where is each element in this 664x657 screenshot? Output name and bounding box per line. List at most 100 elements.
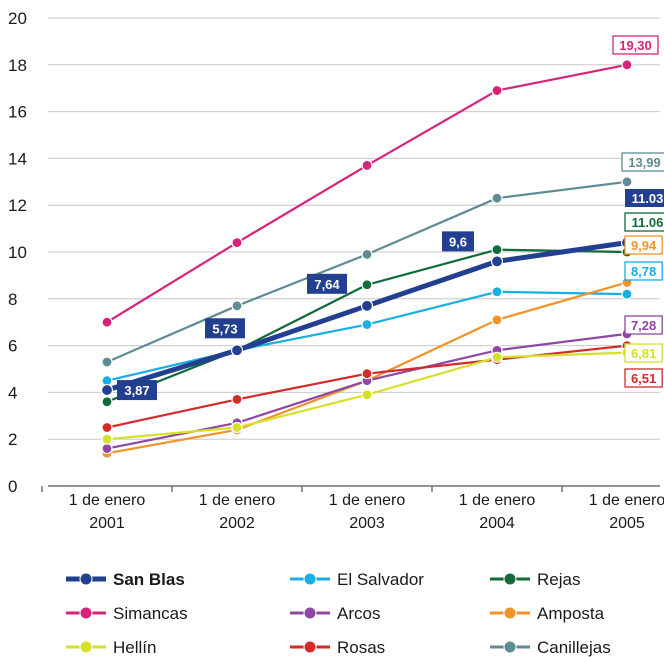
legend-swatch-marker xyxy=(503,572,517,586)
legend-label: Arcos xyxy=(337,604,380,623)
point-label-text: 7,64 xyxy=(314,277,340,292)
x-tick-label: 2002 xyxy=(219,515,255,532)
data-point xyxy=(491,286,503,298)
end-label-text: 6,51 xyxy=(631,371,656,386)
point-label-text: 3,87 xyxy=(124,383,149,398)
y-tick-label: 8 xyxy=(8,290,17,309)
data-point xyxy=(231,237,243,249)
end-label-text: 13,99 xyxy=(628,155,661,170)
point-label-text: 5,73 xyxy=(212,321,237,336)
point-label: 9,6 xyxy=(442,231,474,252)
legend-swatch-marker xyxy=(79,572,93,586)
data-point xyxy=(101,433,113,445)
x-tick-label: 1 de enero xyxy=(199,492,276,509)
data-point xyxy=(361,248,373,260)
data-point xyxy=(361,368,373,380)
y-tick-label: 6 xyxy=(8,337,17,356)
legend-label: Rejas xyxy=(537,570,580,589)
end-label-el-salvador: 8,78 xyxy=(624,261,663,281)
x-tick-label: 1 de enero xyxy=(329,492,406,509)
y-tick-label: 12 xyxy=(8,196,27,215)
end-label-rosas: 6,51 xyxy=(624,368,663,388)
y-tick-label: 0 xyxy=(8,477,17,496)
series-hellin xyxy=(101,347,633,445)
legend-item-simancas: Simancas xyxy=(66,604,188,623)
legend-item-san-blas: San Blas xyxy=(66,570,185,589)
data-labels-layer: 19,30 13,99 11.06 8,78 9,94 7,28 6,51 6,81 11.03… xyxy=(117,35,664,401)
y-tick-label: 14 xyxy=(8,149,27,168)
series-line-rosas xyxy=(106,344,628,429)
series-san-blas xyxy=(100,236,634,397)
data-point xyxy=(101,421,113,434)
end-label-hellin: 6,81 xyxy=(624,343,663,363)
legend-swatch-marker xyxy=(303,640,317,654)
end-label-canillejas: 13,99 xyxy=(621,152,664,172)
end-label-text: 8,78 xyxy=(631,264,656,279)
point-label-box xyxy=(205,318,245,339)
end-label-box xyxy=(624,212,664,232)
data-point xyxy=(621,288,633,300)
y-tick-label: 16 xyxy=(8,103,27,122)
legend-swatch-marker xyxy=(303,606,317,620)
end-label-text: 7,28 xyxy=(631,318,656,333)
end-label-text: 11.03 xyxy=(632,191,664,206)
y-tick-label: 10 xyxy=(8,243,27,262)
x-tick-label: 2001 xyxy=(89,515,125,532)
legend-label: Rosas xyxy=(337,638,385,657)
end-label-box xyxy=(624,368,663,388)
series-canillejas xyxy=(101,176,633,368)
end-label-rejas: 11.06 xyxy=(624,212,664,232)
point-label: 7,64 xyxy=(307,273,347,294)
end-label-box xyxy=(624,235,663,255)
x-tick-label: 1 de enero xyxy=(69,492,146,509)
data-point xyxy=(230,344,244,357)
data-point xyxy=(361,389,373,401)
data-point xyxy=(101,316,113,328)
end-label-box xyxy=(624,315,663,335)
x-tick-label: 1 de enero xyxy=(459,492,536,509)
legend-label: Amposta xyxy=(537,604,605,623)
x-axis: 1 de enero 2001 1 de enero 2002 1 de enero 20… xyxy=(41,485,664,532)
point-label-box xyxy=(117,380,157,401)
end-label-box xyxy=(624,343,663,363)
data-point xyxy=(491,351,503,363)
legend-item-rejas: Rejas xyxy=(490,570,580,589)
y-axis: 0 2 4 6 8 10 12 14 16 18 20 xyxy=(8,9,27,496)
legend-item-rosas: Rosas xyxy=(290,638,385,657)
data-point xyxy=(231,421,243,434)
legend-swatch-marker xyxy=(303,572,317,586)
legend-swatch-marker xyxy=(79,606,93,620)
point-label: 5,73 xyxy=(205,318,245,339)
y-tick-label: 2 xyxy=(8,430,17,449)
series-line-canillejas xyxy=(106,180,628,363)
data-point xyxy=(101,396,113,408)
x-tick-label: 2004 xyxy=(479,515,515,532)
end-label-arcos: 7,28 xyxy=(624,315,663,335)
legend-label: Canillejas xyxy=(537,638,611,657)
data-point xyxy=(100,383,114,397)
legend-item-amposta: Amposta xyxy=(490,604,605,623)
legend-item-el-salvador: El Salvador xyxy=(290,570,424,589)
point-label-text: 9,6 xyxy=(449,234,467,249)
end-label-text: 9,94 xyxy=(631,238,657,253)
y-tick-label: 4 xyxy=(8,383,17,402)
end-label-box xyxy=(625,189,664,207)
data-point xyxy=(491,84,503,97)
point-label-box xyxy=(442,231,474,252)
data-point xyxy=(360,299,374,312)
legend-item-hellin: Hellín xyxy=(66,638,156,657)
data-point xyxy=(231,393,243,406)
data-point xyxy=(361,318,373,331)
data-point xyxy=(361,279,373,291)
legend-item-arcos: Arcos xyxy=(290,604,380,623)
x-tick-label: 2005 xyxy=(609,515,645,532)
data-point xyxy=(621,59,633,71)
data-point xyxy=(621,176,633,188)
legend-label: San Blas xyxy=(113,570,185,589)
end-label-amposta: 9,94 xyxy=(624,235,663,255)
data-point xyxy=(491,314,503,326)
data-point xyxy=(231,300,243,312)
y-tick-label: 18 xyxy=(8,56,27,75)
x-tick-label: 1 de enero xyxy=(589,492,664,509)
